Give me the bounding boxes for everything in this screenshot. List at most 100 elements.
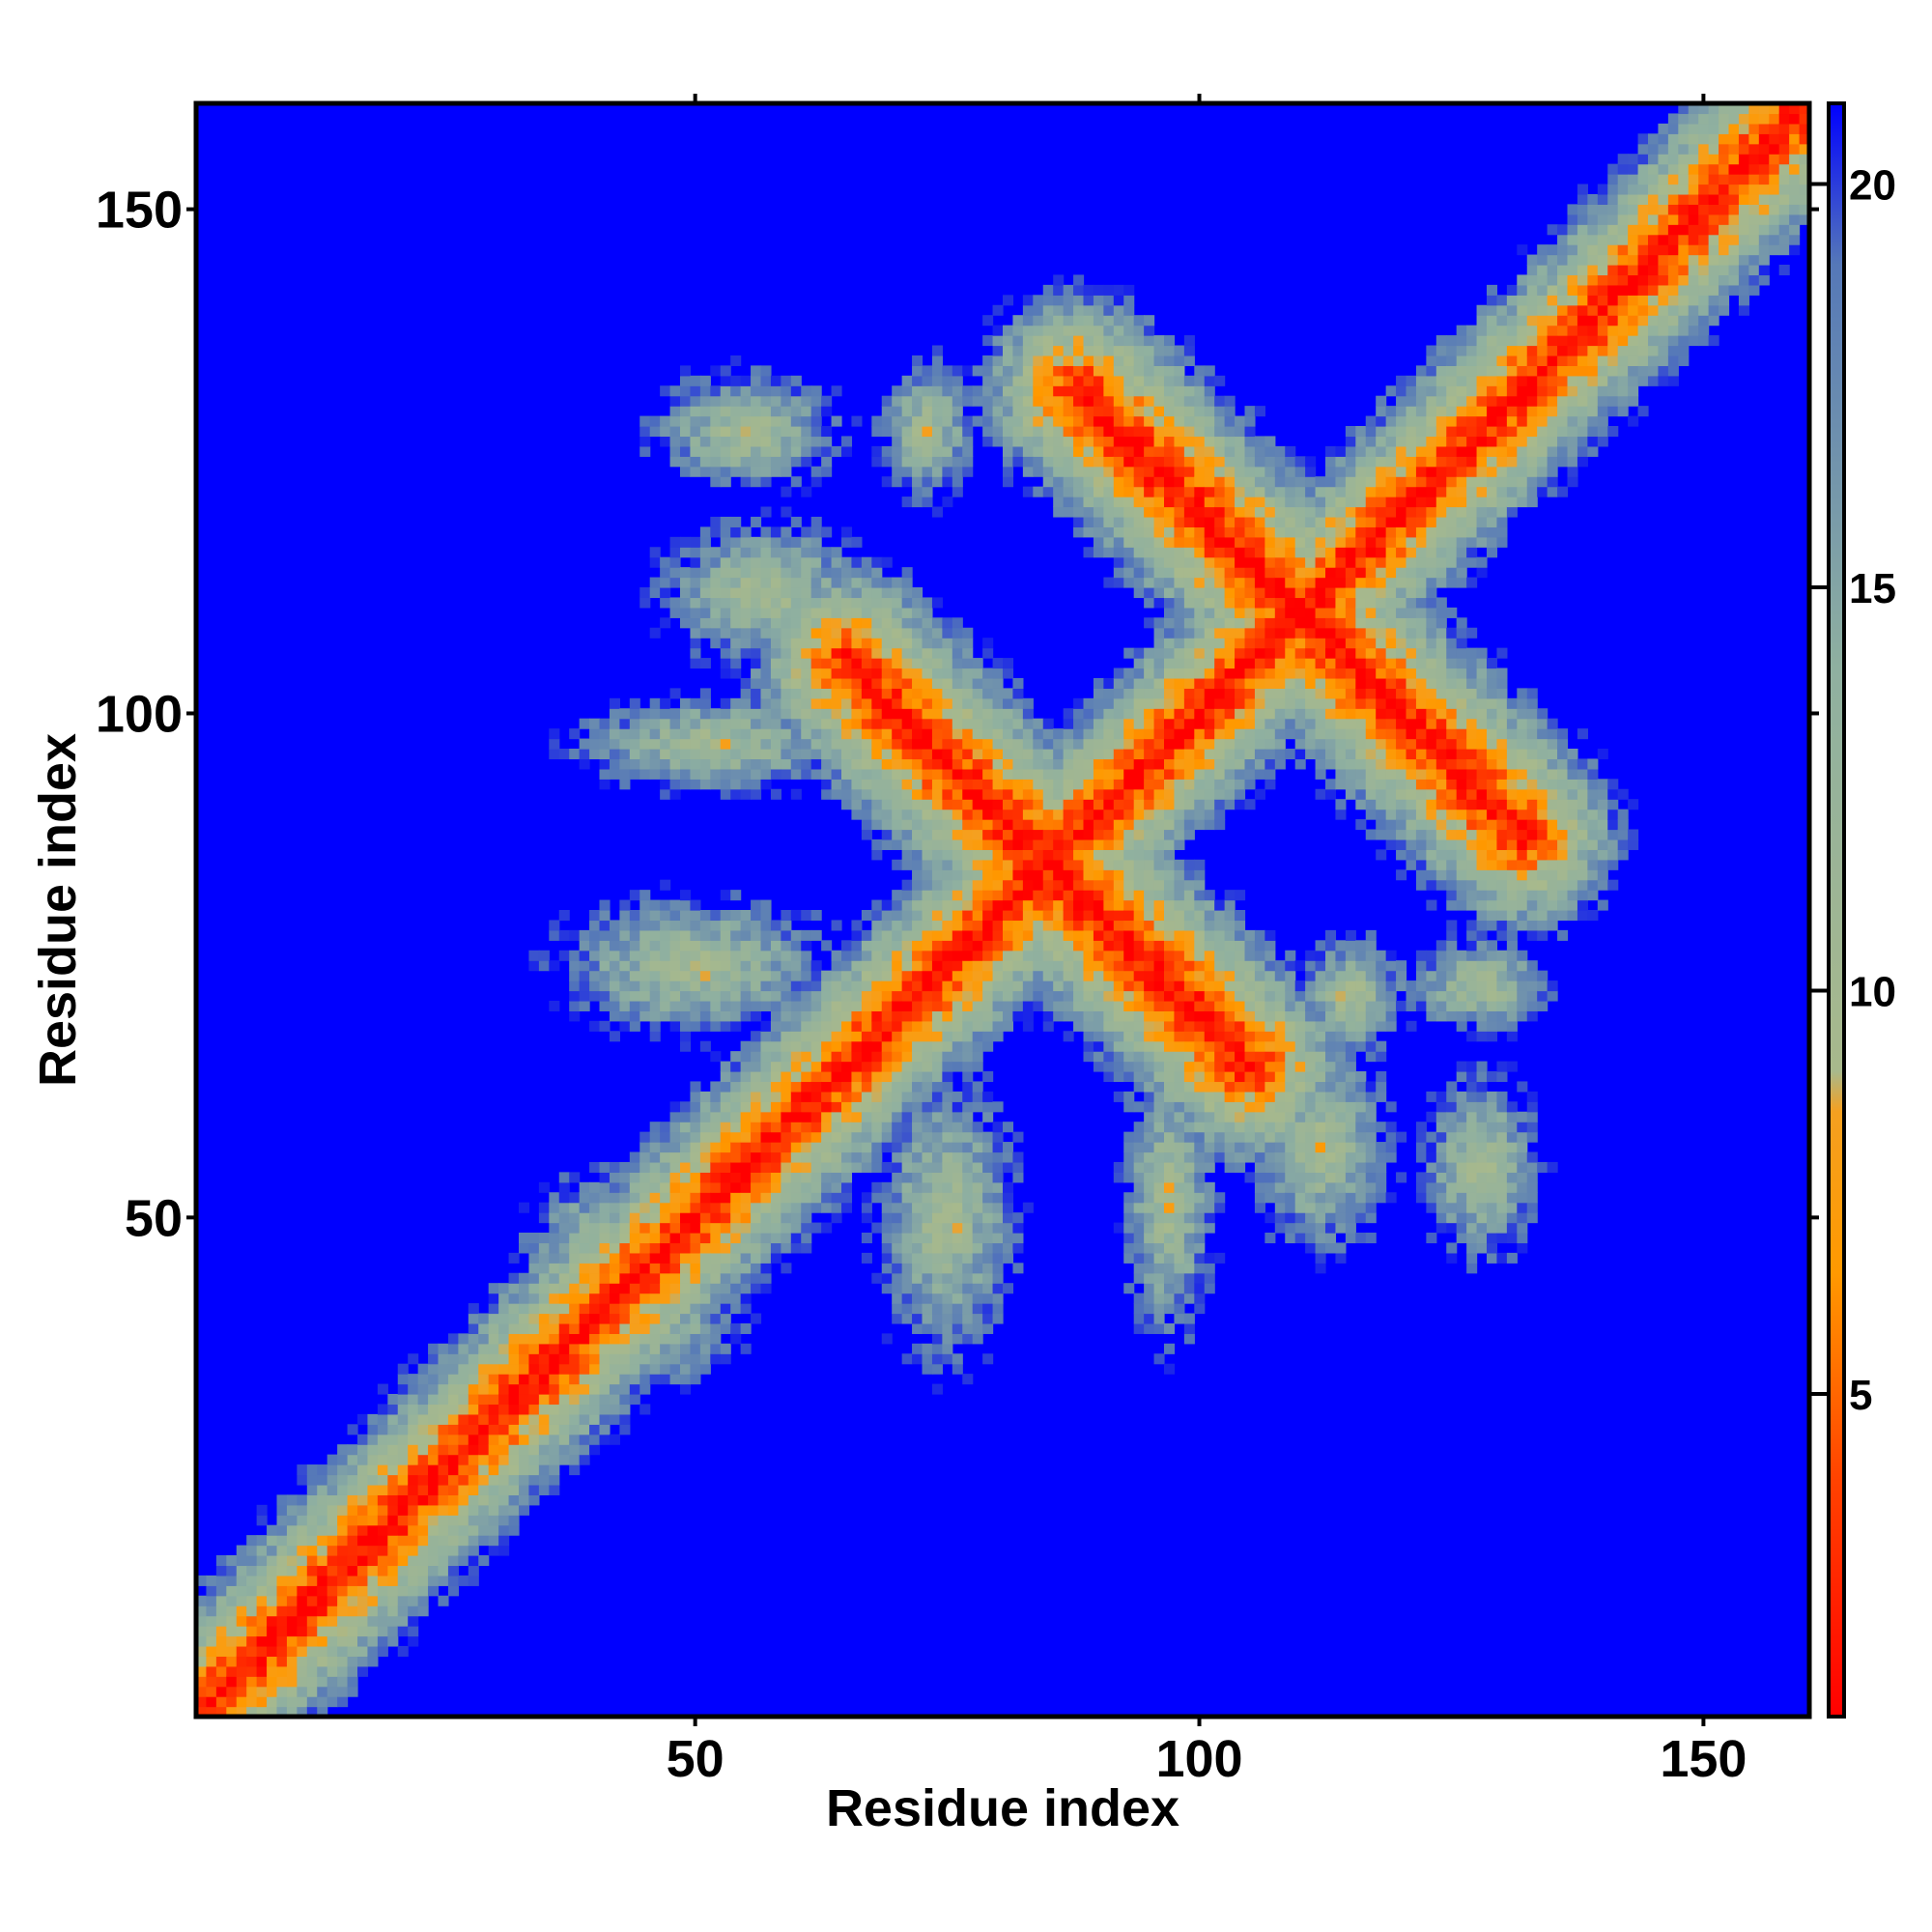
heatmap-cell: [831, 1010, 842, 1022]
heatmap-cell: [770, 1172, 781, 1183]
heatmap-cell: [1153, 960, 1165, 972]
heatmap-cell: [1053, 799, 1065, 810]
heatmap-cell: [428, 1524, 440, 1536]
heatmap-cell: [327, 1585, 338, 1597]
heatmap-cell: [397, 1363, 409, 1375]
heatmap-cell: [922, 1020, 933, 1032]
heatmap-cell: [1123, 758, 1135, 770]
heatmap-cell: [992, 345, 1004, 356]
heatmap-cell: [1042, 749, 1054, 760]
heatmap-cell: [367, 1585, 379, 1597]
heatmap-cell: [1022, 415, 1034, 427]
heatmap-cell: [1133, 436, 1145, 447]
heatmap-cell: [751, 728, 762, 740]
heatmap-cell: [669, 556, 681, 568]
heatmap-cell: [1144, 1172, 1155, 1183]
heatmap-cell: [468, 1545, 479, 1556]
heatmap-cell: [821, 990, 833, 1002]
heatmap-cell: [912, 869, 923, 881]
heatmap-cell: [1083, 788, 1094, 800]
heatmap-cell: [1012, 779, 1024, 790]
heatmap-cell: [1063, 315, 1074, 327]
heatmap-cell: [962, 1181, 974, 1193]
heatmap-cell: [276, 1535, 288, 1547]
heatmap-cell: [690, 638, 701, 649]
heatmap-cell: [1073, 758, 1085, 770]
heatmap-cell: [952, 869, 963, 881]
heatmap-cell: [720, 929, 731, 941]
heatmap-cell: [519, 1404, 530, 1415]
heatmap-cell: [901, 1101, 913, 1113]
heatmap-cell: [1123, 677, 1135, 689]
heatmap-cell: [881, 1233, 893, 1244]
heatmap-cell: [982, 849, 994, 861]
heatmap-cell: [912, 849, 923, 861]
heatmap-cell: [710, 607, 722, 618]
heatmap-cell: [519, 1374, 530, 1385]
heatmap-cell: [931, 1091, 943, 1102]
heatmap-cell: [690, 567, 701, 579]
heatmap-cell: [468, 1535, 479, 1547]
heatmap-cell: [488, 1313, 499, 1324]
heatmap-cell: [367, 1626, 379, 1637]
heatmap-cell: [821, 607, 833, 618]
heatmap-cell: [760, 597, 772, 609]
heatmap-cell: [1033, 779, 1044, 790]
heatmap-cell: [699, 1181, 711, 1193]
heatmap-cell: [931, 838, 943, 850]
heatmap-cell: [669, 1283, 681, 1294]
heatmap-cell: [942, 1111, 953, 1122]
heatmap-cell: [1144, 829, 1155, 840]
heatmap-cell: [1123, 688, 1135, 699]
heatmap-cell: [1144, 929, 1155, 941]
heatmap-cell: [751, 456, 762, 468]
heatmap-cell: [1063, 1010, 1074, 1022]
heatmap-cell: [508, 1444, 520, 1456]
heatmap-cell: [831, 658, 842, 669]
heatmap-cell: [508, 1394, 520, 1406]
heatmap-cell: [699, 990, 711, 1002]
heatmap-cell: [1144, 910, 1155, 922]
heatmap-cell: [1113, 849, 1124, 861]
heatmap-cell: [851, 1111, 863, 1122]
heatmap-cell: [942, 1031, 953, 1042]
heatmap-cell: [790, 950, 802, 961]
heatmap-cell: [387, 1535, 399, 1547]
heatmap-cell: [609, 749, 620, 760]
heatmap-cell: [1133, 960, 1145, 972]
heatmap-cell: [1053, 929, 1065, 941]
heatmap-cell: [1063, 799, 1074, 810]
heatmap-cell: [942, 1272, 953, 1284]
heatmap-cell: [710, 1111, 722, 1122]
heatmap-cell: [1123, 738, 1135, 750]
heatmap-cell: [1073, 890, 1085, 901]
heatmap-cell: [639, 1272, 651, 1284]
heatmap-cell: [942, 1222, 953, 1234]
heatmap-cell: [922, 819, 933, 831]
heatmap-cell: [1053, 325, 1065, 336]
heatmap-cell: [851, 1010, 863, 1022]
heatmap-cell: [1042, 486, 1054, 497]
heatmap-cell: [639, 1181, 651, 1193]
heatmap-cell: [699, 1131, 711, 1143]
heatmap-cell: [1133, 526, 1145, 538]
heatmap-cell: [347, 1484, 358, 1495]
heatmap-cell: [690, 910, 701, 922]
heatmap-cell: [922, 365, 933, 377]
heatmap-cell: [952, 910, 963, 922]
heatmap-cell: [680, 1353, 692, 1365]
heatmap-cell: [710, 1322, 722, 1334]
heatmap-cell: [1133, 355, 1145, 366]
heatmap-cell: [912, 426, 923, 438]
heatmap-cell: [841, 436, 853, 447]
heatmap-cell: [1164, 365, 1176, 377]
heatmap-cell: [599, 910, 611, 922]
heatmap-cell: [730, 1122, 742, 1133]
heatmap-cell: [770, 718, 781, 729]
heatmap-cell: [367, 1413, 379, 1425]
heatmap-cell: [912, 1222, 923, 1234]
heatmap-cell: [1093, 436, 1104, 447]
heatmap-cell: [790, 1172, 802, 1183]
heatmap-cell: [821, 658, 833, 669]
heatmap-cell: [367, 1444, 379, 1456]
